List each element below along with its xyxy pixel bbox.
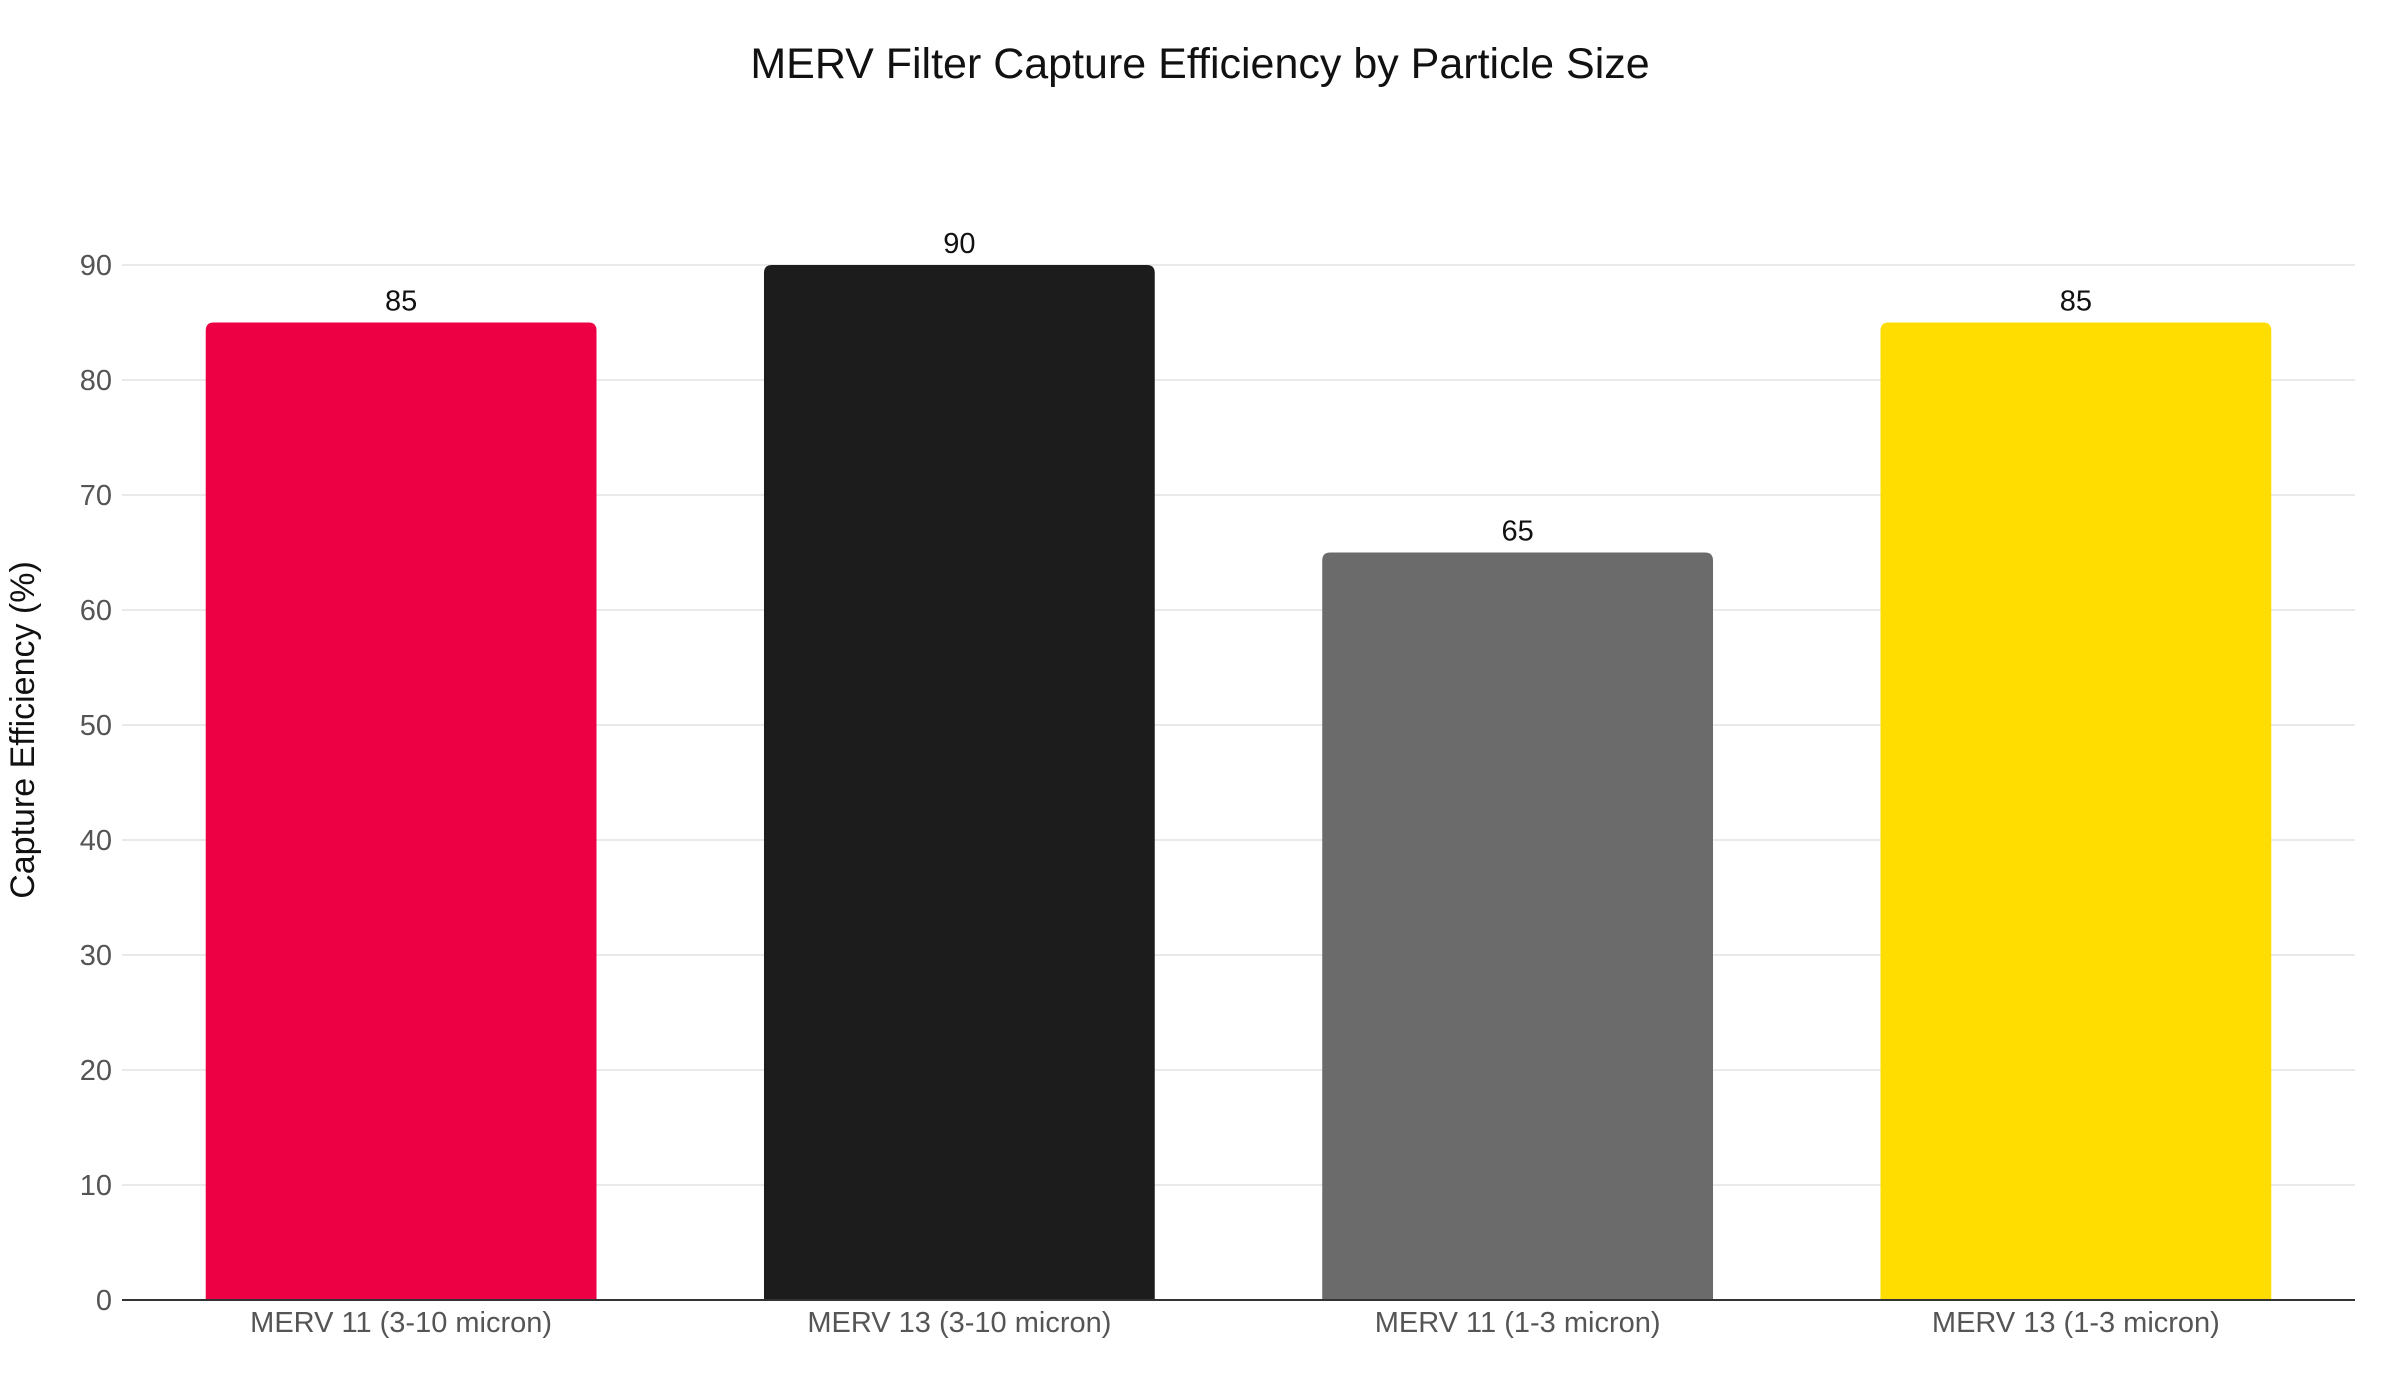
bar-4: [1880, 322, 2272, 1300]
y-tick-label-60: 60: [80, 595, 112, 627]
x-tick-label-4: MERV 13 (1-3 micron): [1932, 1307, 2220, 1339]
y-tick-label-10: 10: [80, 1170, 112, 1202]
bars: [205, 265, 2272, 1300]
y-tick-label-70: 70: [80, 480, 112, 512]
data-label-4: 85: [2060, 286, 2092, 318]
chart-title: MERV Filter Capture Efficiency by Partic…: [750, 40, 1649, 88]
bar-2: [763, 265, 1155, 1300]
x-tick-label-1: MERV 11 (3-10 micron): [250, 1307, 552, 1339]
x-axis-ticks: MERV 11 (3-10 micron) MERV 13 (3-10 micro…: [250, 1307, 2220, 1339]
y-tick-label-20: 20: [80, 1055, 112, 1087]
x-tick-label-2: MERV 13 (3-10 micron): [807, 1307, 1111, 1339]
data-label-3: 65: [1501, 516, 1533, 548]
y-axis-ticks: 0 10 20 30 40 50 60 70 80 90: [80, 250, 112, 1317]
y-axis-label: Capture Efficiency (%): [4, 561, 42, 899]
y-tick-label-0: 0: [96, 1285, 112, 1317]
bar-1: [205, 322, 597, 1300]
bar-3: [1322, 552, 1714, 1300]
y-tick-label-30: 30: [80, 940, 112, 972]
y-tick-label-50: 50: [80, 710, 112, 742]
y-tick-label-40: 40: [80, 825, 112, 857]
data-labels: 85 90 65 85: [385, 228, 2092, 548]
y-tick-label-90: 90: [80, 250, 112, 282]
data-label-2: 90: [943, 228, 975, 260]
data-label-1: 85: [385, 286, 417, 318]
x-tick-label-3: MERV 11 (1-3 micron): [1375, 1307, 1661, 1339]
y-tick-label-80: 80: [80, 365, 112, 397]
